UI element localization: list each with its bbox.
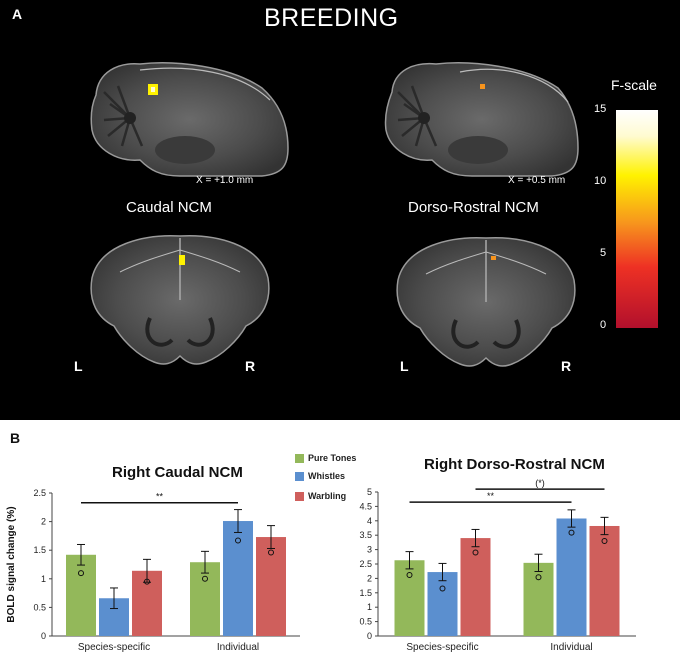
panel-b-label: B xyxy=(10,430,21,446)
y-tick-label: 0.5 xyxy=(359,617,372,627)
sagittal-slice-dorso-rostral xyxy=(384,62,579,177)
marker-point xyxy=(235,537,241,544)
significance-label: (*) xyxy=(535,478,545,488)
marker-point xyxy=(406,571,413,578)
marker-point xyxy=(535,574,542,581)
y-tick-label: 0 xyxy=(367,631,372,641)
panel-a-title: BREEDING xyxy=(264,4,399,32)
y-tick-label: 2.5 xyxy=(33,488,46,498)
bar xyxy=(589,525,620,636)
y-tick-label: 2 xyxy=(367,573,372,583)
f-scale-tick: 5 xyxy=(600,247,607,259)
bar xyxy=(66,554,96,636)
y-tick-label: 1 xyxy=(41,574,46,584)
marker-point xyxy=(202,575,208,582)
x-category-label: Individual xyxy=(217,642,259,653)
hemisphere-left-label: L xyxy=(74,358,83,374)
f-scale-tick: 10 xyxy=(594,175,607,187)
panel-a: A BREEDING xyxy=(0,0,680,420)
marker-point xyxy=(472,549,479,556)
y-tick-label: 4 xyxy=(367,516,372,526)
f-scale-title: F-scale xyxy=(611,77,657,93)
x-category-label: Individual xyxy=(550,642,592,653)
chart-title-dorso-rostral: Right Dorso-Rostral NCM xyxy=(424,456,605,473)
y-axis-label: BOLD signal change (%) xyxy=(6,506,17,622)
brain-images xyxy=(90,62,658,367)
legend-label-warbling: Warbling xyxy=(308,491,347,501)
bar xyxy=(132,570,162,636)
region-label-caudal: Caudal NCM xyxy=(126,199,212,216)
f-scale-tick: 0 xyxy=(600,319,607,331)
marker-point xyxy=(144,578,150,585)
y-tick-label: 5 xyxy=(367,487,372,497)
legend-label-whistles: Whistles xyxy=(308,471,346,481)
bar xyxy=(460,538,491,636)
bar xyxy=(223,521,253,636)
y-tick-label: 4.5 xyxy=(359,501,372,511)
x-category-label: Species-specific xyxy=(406,642,478,653)
coronal-slice-dorso-rostral xyxy=(396,237,576,367)
activation-spot xyxy=(480,84,485,89)
bar xyxy=(394,560,425,636)
f-scale-tick: 15 xyxy=(594,103,607,115)
y-tick-label: 0.5 xyxy=(33,602,46,612)
y-tick-label: 0 xyxy=(41,631,46,641)
y-tick-label: 2.5 xyxy=(359,559,372,569)
hemisphere-left-label: L xyxy=(400,358,409,374)
activation-spot xyxy=(179,255,185,265)
coronal-slice-caudal xyxy=(90,235,270,365)
legend-label-pure-tones: Pure Tones xyxy=(308,453,357,463)
slice-coordinate-right: X = +0.5 mm xyxy=(508,175,566,186)
significance-label: ** xyxy=(156,492,164,502)
y-tick-label: 2 xyxy=(41,517,46,527)
y-tick-label: 1.5 xyxy=(359,588,372,598)
hemisphere-right-label: R xyxy=(245,358,256,374)
bar xyxy=(256,537,286,636)
y-tick-label: 1.5 xyxy=(33,545,46,555)
region-label-dorso-rostral: Dorso-Rostral NCM xyxy=(408,199,539,216)
significance-label: ** xyxy=(487,491,495,501)
f-scale-bar xyxy=(616,110,658,328)
marker-point xyxy=(439,585,446,592)
y-tick-label: 3.5 xyxy=(359,530,372,540)
legend-swatch-whistles xyxy=(295,472,304,481)
x-category-label: Species-specific xyxy=(78,642,150,653)
slice-coordinate-left: X = +1.0 mm xyxy=(196,175,254,186)
marker-point xyxy=(78,570,84,577)
marker-point xyxy=(268,549,274,556)
panel-a-label: A xyxy=(12,6,23,22)
bar xyxy=(556,518,587,636)
y-tick-label: 1 xyxy=(367,602,372,612)
bar xyxy=(99,598,129,636)
bar xyxy=(190,562,220,636)
legend-swatch-pure-tones xyxy=(295,454,304,463)
legend-swatch-warbling xyxy=(295,492,304,501)
marker-point xyxy=(568,529,575,536)
bar xyxy=(427,572,458,636)
activation-spot xyxy=(491,256,496,260)
sagittal-slice-caudal xyxy=(90,62,289,177)
chart-title-caudal: Right Caudal NCM xyxy=(112,464,243,481)
y-tick-label: 3 xyxy=(367,545,372,555)
hemisphere-right-label: R xyxy=(561,358,572,374)
marker-point xyxy=(601,537,608,544)
bar xyxy=(523,562,554,636)
